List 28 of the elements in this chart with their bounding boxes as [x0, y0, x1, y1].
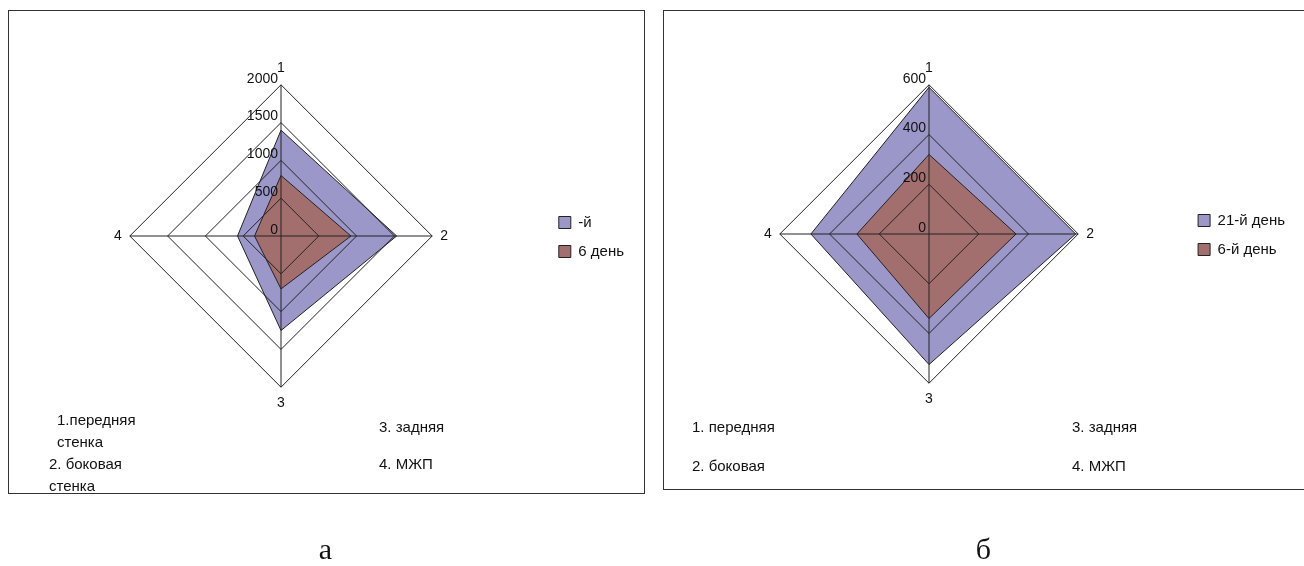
- spoke-label: 3: [277, 394, 286, 411]
- y-tick-label: 400: [902, 119, 927, 136]
- text: б: [974, 532, 993, 566]
- y-tick-label: 600: [902, 69, 927, 86]
- text: 1. передняя: [692, 417, 776, 437]
- text: 3. задняя: [1072, 417, 1139, 437]
- text: 4. МЖП: [1072, 456, 1127, 476]
- y-tick-label: 0: [270, 220, 279, 237]
- spoke-label: 3: [925, 390, 934, 407]
- text: 1.передняя стенка: [57, 410, 137, 452]
- text: а: [317, 532, 334, 566]
- text: 3. задняя: [379, 417, 446, 437]
- legend-label: 6 день: [578, 241, 625, 259]
- text: 2. боковая стенка: [49, 454, 123, 496]
- spoke-label: 4: [114, 226, 122, 243]
- y-tick-label: 2000: [246, 69, 279, 86]
- legend-label: 21-й день: [1217, 210, 1286, 228]
- spoke-label: 1: [925, 59, 934, 76]
- y-tick-label: 0: [918, 218, 927, 235]
- text: 2. боковая: [692, 456, 766, 476]
- spoke-label: 2: [1086, 224, 1095, 241]
- text: 4. МЖП: [379, 454, 434, 474]
- spoke-label: 1: [277, 59, 286, 76]
- spoke-label: 2: [440, 226, 449, 243]
- legend-label: -й: [578, 212, 592, 230]
- y-tick-label: 1500: [246, 107, 279, 124]
- spoke-label: 4: [764, 224, 772, 241]
- legend-label: 6-й день: [1217, 239, 1277, 257]
